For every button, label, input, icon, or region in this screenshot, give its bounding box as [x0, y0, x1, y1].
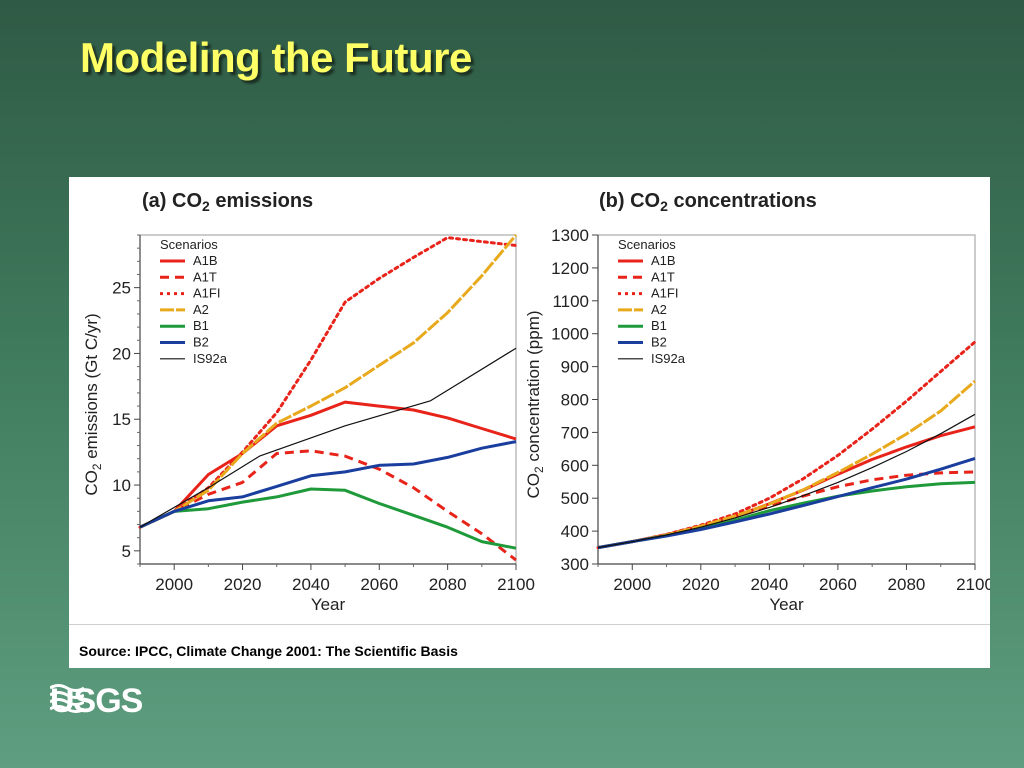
legend-label: A1B: [651, 253, 676, 268]
x-tick-label: 2080: [429, 575, 467, 594]
x-tick-label: 2000: [155, 575, 193, 594]
source-caption: Source: IPCC, Climate Change 2001: The S…: [79, 643, 458, 659]
legend-label: A1FI: [651, 286, 678, 301]
x-axis-label: Year: [311, 595, 346, 614]
y-tick-label: 800: [561, 391, 589, 410]
legend-label: A2: [651, 302, 667, 317]
x-tick-label: 2060: [819, 575, 857, 594]
x-tick-label: 2020: [224, 575, 262, 594]
figure-svg: (a) CO2 emissions 5 10 15 20 25 2000 2020 2040 20…: [82, 190, 990, 614]
series-line-a2: [139, 234, 518, 529]
x-tick-label: 2100: [956, 575, 990, 594]
chart-title: (a) CO2 emissions: [142, 190, 313, 214]
legend-label: A1FI: [193, 286, 220, 301]
y-tick-label: 300: [561, 555, 589, 574]
series-line-is92a: [139, 347, 517, 528]
legend-label: B1: [651, 318, 667, 333]
plot-frame: [139, 234, 517, 565]
y-tick-label: 10: [112, 476, 131, 495]
y-tick-label: 1000: [551, 325, 589, 344]
legend-label: B2: [651, 335, 667, 350]
y-axis-label: CO2 emissions (Gt C/yr): [82, 313, 104, 495]
x-tick-label: 2100: [497, 575, 535, 594]
usgs-logo: USGS: [50, 682, 143, 721]
series-line-is92a: [597, 413, 976, 549]
legend-label: A1B: [193, 253, 218, 268]
x-axis-label: Year: [769, 595, 804, 614]
series-line-b1: [139, 487, 517, 550]
chart-concentrations: (b) CO2 concentrations 300 400 500 600 700 800…: [524, 190, 990, 614]
legend-label: A1T: [651, 269, 675, 284]
y-tick-label: 1100: [552, 292, 589, 311]
legend-label: IS92a: [193, 351, 228, 366]
source-box: Source: IPCC, Climate Change 2001: The S…: [69, 624, 990, 668]
series-line-b2: [139, 440, 517, 529]
figure-panel: (a) CO2 emissions 5 10 15 20 25 2000 2020 2040 20…: [69, 177, 990, 667]
y-tick-label: 25: [112, 279, 131, 298]
usgs-wave-icon: [50, 684, 84, 713]
x-tick-label: 2060: [360, 575, 398, 594]
y-tick-label: 1200: [551, 259, 589, 278]
x-tick-label: 2040: [750, 575, 788, 594]
series-line-a1b: [139, 400, 517, 529]
legend-label: IS92a: [651, 351, 686, 366]
series-line-a1t: [139, 449, 517, 562]
legend-label: B1: [193, 318, 209, 333]
y-tick-label: 5: [122, 542, 131, 561]
y-tick-label: 20: [112, 344, 131, 363]
x-tick-label: 2040: [292, 575, 330, 594]
slide-title: Modeling the Future: [80, 34, 472, 81]
plot-frame: [597, 234, 976, 565]
legend-title: Scenarios: [160, 237, 218, 252]
x-tick-label: 2000: [613, 575, 651, 594]
legend-label: B2: [193, 335, 209, 350]
y-tick-label: 15: [112, 410, 131, 429]
series-line-b2: [597, 456, 976, 550]
y-tick-label: 400: [561, 522, 589, 541]
legend-label: A2: [193, 302, 209, 317]
y-tick-label: 1300: [551, 226, 589, 245]
y-tick-label: 900: [561, 358, 589, 377]
y-tick-label: 700: [561, 423, 589, 442]
y-tick-label: 500: [561, 489, 589, 508]
x-tick-label: 2080: [888, 575, 926, 594]
chart-emissions: (a) CO2 emissions 5 10 15 20 25 2000 2020 2040 20…: [82, 190, 535, 614]
legend-label: A1T: [193, 269, 217, 284]
x-tick-label: 2020: [682, 575, 720, 594]
chart-title: (b) CO2 concentrations: [599, 190, 817, 214]
y-axis-label: CO2 concentration (ppm): [524, 310, 546, 498]
legend-title: Scenarios: [618, 237, 676, 252]
y-tick-label: 600: [561, 456, 589, 475]
series-line-a2: [597, 379, 976, 550]
